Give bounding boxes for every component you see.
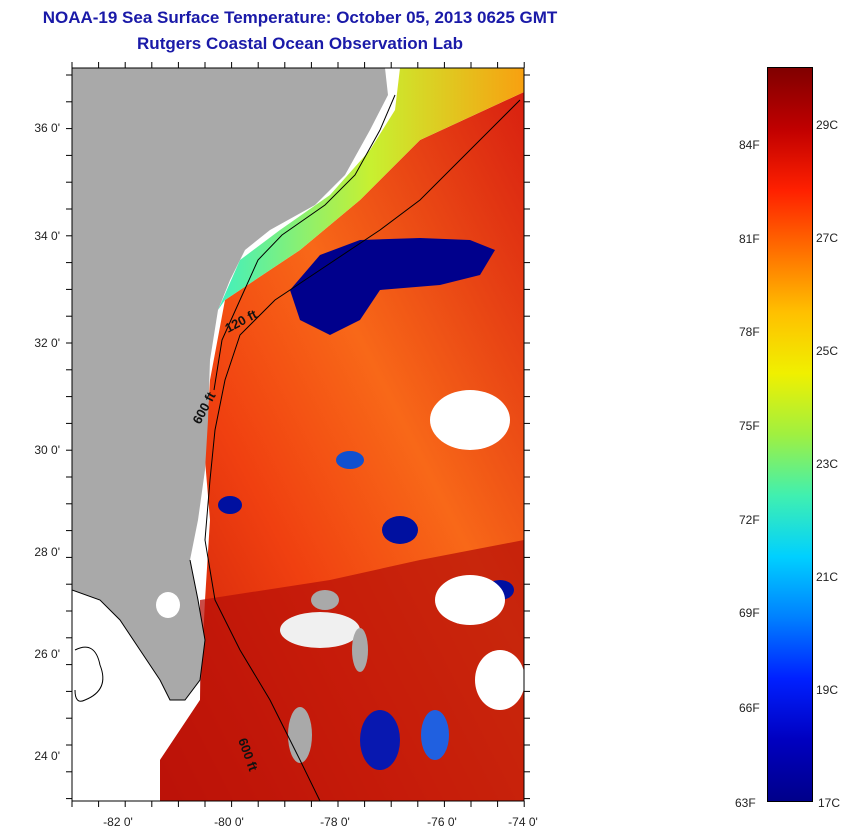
colorbar-f-label: 72F bbox=[739, 513, 760, 527]
colorbar-f-label: 84F bbox=[739, 138, 760, 152]
colorbar-f-label: 81F bbox=[739, 232, 760, 246]
lon-label: -80 0' bbox=[214, 815, 244, 829]
lat-label: 34 0' bbox=[34, 229, 60, 243]
lat-label: 36 0' bbox=[34, 121, 60, 135]
coastal-shelf-water bbox=[218, 68, 524, 310]
isobath-600ft bbox=[204, 99, 521, 801]
land-north bbox=[72, 68, 388, 560]
lake-okeechobee bbox=[156, 592, 180, 618]
colorbar-f-label: 78F bbox=[739, 325, 760, 339]
lat-label: 28 0' bbox=[34, 545, 60, 559]
gulf-no-data bbox=[72, 590, 170, 801]
colorbar-c-label: 29C bbox=[816, 118, 839, 132]
colorbar-f-label: 63F bbox=[735, 796, 756, 810]
map-subtitle: Rutgers Coastal Ocean Observation Lab bbox=[137, 34, 463, 53]
axis-ticks bbox=[66, 62, 530, 807]
island-bahamas bbox=[311, 590, 339, 610]
florida-outline bbox=[72, 559, 206, 701]
cold-patch bbox=[218, 496, 242, 514]
colorbar-c-label: 27C bbox=[816, 231, 839, 245]
temperature-colorbar bbox=[767, 67, 813, 802]
colorbar-f-label: 69F bbox=[739, 606, 760, 620]
isobath-120ft bbox=[213, 94, 396, 391]
gulf-isobath bbox=[74, 646, 104, 702]
colorbar-f-label: 66F bbox=[739, 701, 760, 715]
lon-label: -78 0' bbox=[320, 815, 350, 829]
map-title: NOAA-19 Sea Surface Temperature: October… bbox=[42, 8, 558, 27]
colorbar-c-label: 23C bbox=[816, 457, 839, 471]
cold-patch bbox=[421, 710, 449, 760]
cloud-patch bbox=[475, 650, 524, 710]
cold-patch bbox=[382, 516, 418, 544]
lon-label: -82 0' bbox=[103, 815, 133, 829]
cloud-patch bbox=[280, 612, 360, 648]
colorbar-f-label: 75F bbox=[739, 419, 760, 433]
cold-patch bbox=[360, 710, 400, 770]
colorbar-c-label: 25C bbox=[816, 344, 839, 358]
cold-patch bbox=[336, 451, 364, 469]
colorbar-c-label: 19C bbox=[816, 683, 839, 697]
colorbar-c-label: 21C bbox=[816, 570, 839, 584]
map-frame bbox=[71, 67, 525, 802]
colorbar-c-label: 17C bbox=[818, 796, 841, 810]
cloud-patch bbox=[435, 575, 505, 625]
cold-patch-north bbox=[290, 238, 495, 335]
lat-label: 24 0' bbox=[34, 749, 60, 763]
lon-label: -76 0' bbox=[427, 815, 457, 829]
lat-label: 32 0' bbox=[34, 336, 60, 350]
lon-label: -74 0' bbox=[508, 815, 538, 829]
lat-label: 26 0' bbox=[34, 647, 60, 661]
island-bahamas bbox=[352, 628, 368, 672]
lat-label: 30 0' bbox=[34, 443, 60, 457]
cloud-patch bbox=[430, 390, 510, 450]
island-bahamas bbox=[288, 707, 312, 763]
